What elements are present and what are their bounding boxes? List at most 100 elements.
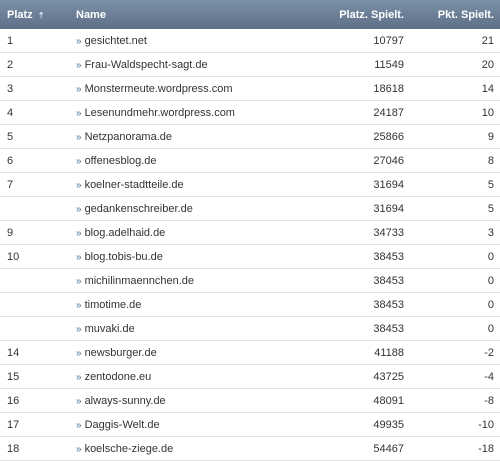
points-cell: 0 <box>409 292 500 317</box>
table-row: 5» Netzpanorama.de 25866 9 <box>0 124 500 149</box>
name-cell: » blog.tobis-bu.de <box>76 244 309 269</box>
blog-link[interactable]: michilinmaennchen.de <box>84 274 195 287</box>
column-header-name[interactable]: Name <box>76 8 106 21</box>
rank-cell: 17 <box>0 412 76 437</box>
blog-link[interactable]: timotime.de <box>84 298 142 311</box>
blog-link[interactable]: muvaki.de <box>84 322 135 335</box>
blog-link[interactable]: Frau-Waldspecht-sagt.de <box>84 58 208 71</box>
table-row: » muvaki.de 38453 0 <box>0 316 500 341</box>
link-arrow-icon: » <box>76 251 82 263</box>
blog-link[interactable]: koelner-stadtteile.de <box>84 178 184 191</box>
name-cell: » michilinmaennchen.de <box>76 268 309 293</box>
rank-cell: 7 <box>0 172 76 197</box>
points-cell: 5 <box>409 172 500 197</box>
table-row: 10» blog.tobis-bu.de 38453 0 <box>0 244 500 269</box>
points-cell: -4 <box>409 364 500 389</box>
sort-ascending-icon: ⇡ <box>37 10 45 20</box>
name-cell: » Frau-Waldspecht-sagt.de <box>76 52 309 77</box>
blog-link[interactable]: Daggis-Welt.de <box>84 418 160 431</box>
name-cell: » always-sunny.de <box>76 388 309 413</box>
table-row: » gedankenschreiber.de 31694 5 <box>0 196 500 221</box>
rank-cell: 15 <box>0 364 76 389</box>
blog-link[interactable]: Monstermeute.wordpress.com <box>84 82 233 95</box>
table-row: 6» offenesblog.de 27046 8 <box>0 148 500 173</box>
blog-link[interactable]: always-sunny.de <box>84 394 166 407</box>
link-arrow-icon: » <box>76 227 82 239</box>
rank-cell <box>0 316 76 341</box>
blog-link[interactable]: newsburger.de <box>84 346 157 359</box>
blog-link[interactable]: gesichtet.net <box>84 34 147 47</box>
rank-cell: 18 <box>0 436 76 461</box>
table-row: 4» Lesenundmehr.wordpress.com 24187 10 <box>0 100 500 125</box>
played-rank-cell: 34733 <box>309 220 409 245</box>
points-cell: 0 <box>409 316 500 341</box>
table-row: 16» always-sunny.de 48091 -8 <box>0 388 500 413</box>
table-row: 14» newsburger.de 41188 -2 <box>0 340 500 365</box>
blog-link[interactable]: blog.tobis-bu.de <box>84 250 163 263</box>
rank-cell: 10 <box>0 244 76 269</box>
points-cell: 10 <box>409 100 500 125</box>
link-arrow-icon: » <box>76 155 82 167</box>
blog-link[interactable]: blog.adelhaid.de <box>84 226 166 239</box>
points-cell: -18 <box>409 436 500 461</box>
rank-cell: 2 <box>0 52 76 77</box>
played-rank-cell: 54467 <box>309 436 409 461</box>
link-arrow-icon: » <box>76 107 82 119</box>
played-rank-cell: 27046 <box>309 148 409 173</box>
name-cell: » zentodone.eu <box>76 364 309 389</box>
rank-cell: 14 <box>0 340 76 365</box>
link-arrow-icon: » <box>76 323 82 335</box>
link-arrow-icon: » <box>76 395 82 407</box>
played-rank-cell: 31694 <box>309 196 409 221</box>
played-rank-cell: 25866 <box>309 124 409 149</box>
name-cell: » koelner-stadtteile.de <box>76 172 309 197</box>
column-header-rank-label: Platz <box>7 8 33 21</box>
name-cell: » gedankenschreiber.de <box>76 196 309 221</box>
blog-link[interactable]: offenesblog.de <box>84 154 157 167</box>
points-cell: -10 <box>409 412 500 437</box>
link-arrow-icon: » <box>76 35 82 47</box>
played-rank-cell: 38453 <box>309 292 409 317</box>
points-cell: 3 <box>409 220 500 245</box>
table-row: 3» Monstermeute.wordpress.com 18618 14 <box>0 76 500 101</box>
points-cell: 21 <box>409 29 500 53</box>
rank-cell: 1 <box>0 29 76 53</box>
name-cell: » Monstermeute.wordpress.com <box>76 76 309 101</box>
link-arrow-icon: » <box>76 83 82 95</box>
played-rank-cell: 43725 <box>309 364 409 389</box>
rank-cell: 16 <box>0 388 76 413</box>
blog-link[interactable]: Lesenundmehr.wordpress.com <box>84 106 235 119</box>
table-row: 9» blog.adelhaid.de 34733 3 <box>0 220 500 245</box>
name-cell: » Netzpanorama.de <box>76 124 309 149</box>
played-rank-cell: 10797 <box>309 29 409 53</box>
blog-link[interactable]: zentodone.eu <box>84 370 152 383</box>
table-row: 7» koelner-stadtteile.de 31694 5 <box>0 172 500 197</box>
rank-cell: 4 <box>0 100 76 125</box>
column-header-played-rank[interactable]: Platz. Spielt. <box>339 8 404 21</box>
played-rank-cell: 11549 <box>309 52 409 77</box>
link-arrow-icon: » <box>76 275 82 287</box>
link-arrow-icon: » <box>76 371 82 383</box>
name-cell: » offenesblog.de <box>76 148 309 173</box>
blog-link[interactable]: Netzpanorama.de <box>84 130 173 143</box>
played-rank-cell: 18618 <box>309 76 409 101</box>
name-cell: » koelsche-ziege.de <box>76 436 309 461</box>
played-rank-cell: 24187 <box>309 100 409 125</box>
link-arrow-icon: » <box>76 443 82 455</box>
table-row: 1» gesichtet.net 10797 21 <box>0 29 500 53</box>
blog-link[interactable]: gedankenschreiber.de <box>84 202 193 215</box>
name-cell: » muvaki.de <box>76 316 309 341</box>
points-cell: -8 <box>409 388 500 413</box>
column-header-points[interactable]: Pkt. Spielt. <box>437 8 494 21</box>
rank-cell: 9 <box>0 220 76 245</box>
link-arrow-icon: » <box>76 59 82 71</box>
link-arrow-icon: » <box>76 131 82 143</box>
rank-cell <box>0 268 76 293</box>
played-rank-cell: 31694 <box>309 172 409 197</box>
name-cell: » timotime.de <box>76 292 309 317</box>
name-cell: » blog.adelhaid.de <box>76 220 309 245</box>
table-row: » timotime.de 38453 0 <box>0 292 500 317</box>
column-header-rank[interactable]: Platz ⇡ <box>0 0 76 29</box>
name-cell: » newsburger.de <box>76 340 309 365</box>
blog-link[interactable]: koelsche-ziege.de <box>84 442 174 455</box>
